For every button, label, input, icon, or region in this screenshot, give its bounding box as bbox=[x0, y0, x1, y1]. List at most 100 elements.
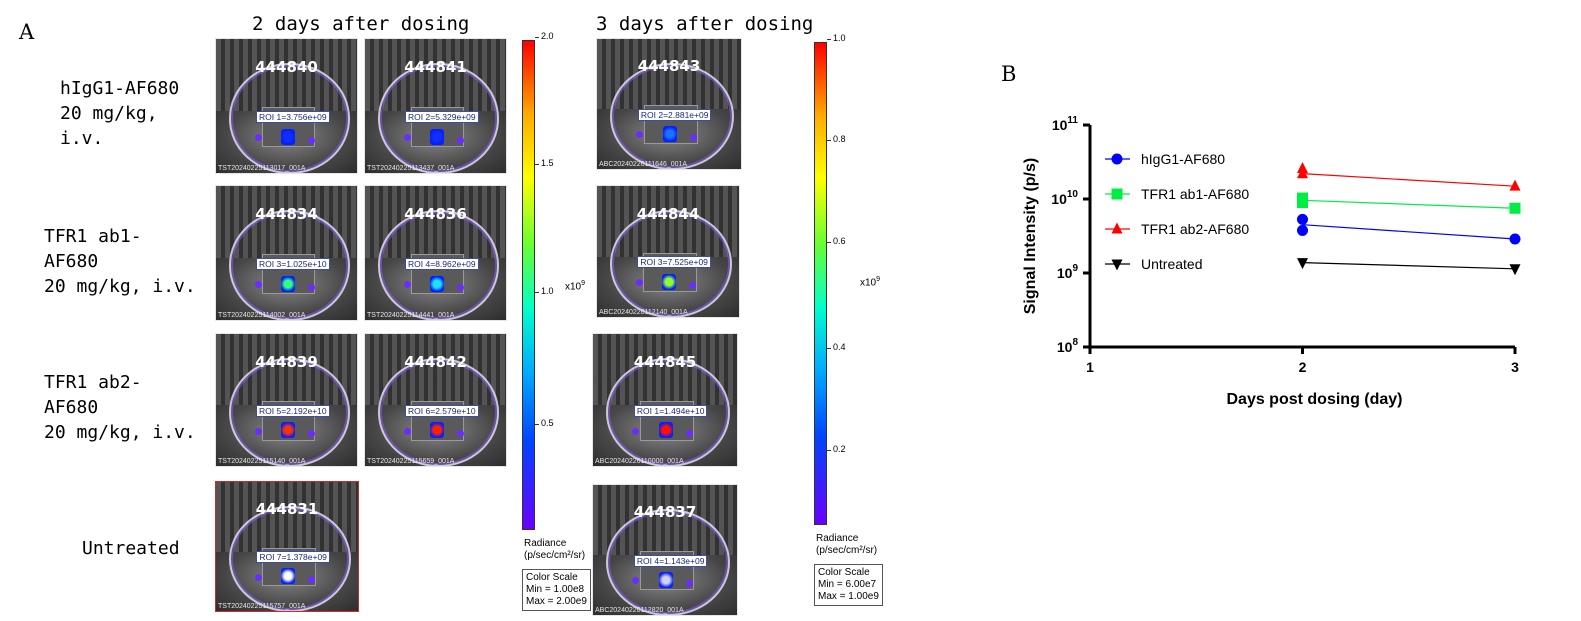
signal-spot bbox=[429, 128, 444, 145]
series-line bbox=[1302, 262, 1516, 270]
column-header-day3: 3 days after dosing bbox=[596, 13, 814, 35]
mouse-id: 444845 bbox=[633, 352, 697, 371]
scale-tick-mark bbox=[535, 37, 539, 38]
x-tick-label: 1 bbox=[1086, 359, 1094, 375]
column-header-day2: 2 days after dosing bbox=[252, 13, 470, 35]
legend-marker bbox=[1111, 259, 1123, 271]
legend-label: TFR1 ab2-AF680 bbox=[1141, 221, 1249, 237]
signal-spot bbox=[281, 568, 295, 585]
scale-tick-label: 0.2 bbox=[833, 443, 846, 454]
tile-caption: TST20240225113017_001A bbox=[218, 165, 306, 172]
roi-label: ROI 7=1.378e+09 bbox=[256, 551, 330, 564]
tile-caption: ABC20240226111646_001A bbox=[599, 161, 688, 168]
imaging-tile: 444837 ROI 4=1.143e+09 ABC20240226112820_0… bbox=[592, 484, 738, 616]
mouse-id: 444837 bbox=[633, 503, 697, 522]
mouse-id: 444839 bbox=[255, 352, 318, 371]
mouse-id: 444842 bbox=[404, 352, 467, 371]
roi-label: ROI 6=2.579e+10 bbox=[405, 405, 479, 418]
y-tick-label: 1010 bbox=[1051, 189, 1078, 207]
legend-label: hIgG1-AF680 bbox=[1141, 151, 1225, 167]
radiance-label-day3: Radiance (p/sec/cm²/sr) bbox=[816, 533, 878, 556]
row-label-higg1: hIgG1-AF680 20 mg/kg, i.v. bbox=[60, 78, 180, 149]
mouse-id: 444831 bbox=[255, 500, 319, 519]
color-bar-day2 bbox=[522, 40, 535, 530]
signal-spot bbox=[429, 422, 444, 439]
tile-caption: TST20240225115140_001A bbox=[218, 458, 306, 465]
tile-caption: TST20240225115757_001A bbox=[218, 603, 306, 610]
scale-tick-label: 2.0 bbox=[541, 31, 554, 41]
imaging-tile: 444843 ROI 2=2.881e+09 ABC20240226111646_0… bbox=[596, 38, 742, 170]
roi-label: ROI 4=8.962e+09 bbox=[405, 258, 479, 271]
signal-spot bbox=[429, 275, 444, 292]
series-higg1-af680 bbox=[1297, 213, 1521, 245]
y-tick-label: 108 bbox=[1057, 337, 1079, 355]
scale-tick-label: 0.6 bbox=[833, 235, 846, 246]
radiance-label-day2: Radiance (p/sec/cm²/sr) bbox=[524, 538, 586, 561]
color-scale-box-day2: Color Scale Min = 1.00e8 Max = 2.00e9 bbox=[522, 569, 591, 611]
signal-spot bbox=[659, 572, 673, 589]
mouse-id: 444840 bbox=[255, 58, 318, 77]
scale-tick-mark bbox=[535, 164, 539, 166]
roi-label: ROI 4=1.143e+09 bbox=[633, 554, 708, 567]
multiplier-day2: x109 bbox=[565, 280, 586, 293]
scale-tick-mark bbox=[827, 140, 831, 142]
imaging-tile: 444844 ROI 3=7.525e+09 ABC20240226112140_0… bbox=[596, 185, 740, 318]
signal-spot bbox=[659, 422, 673, 439]
y-axis-label: Signal Intensity (p/s) bbox=[1022, 158, 1039, 314]
panel-a-letter: A bbox=[19, 20, 35, 44]
x-tick-label: 2 bbox=[1299, 359, 1307, 375]
legend-marker bbox=[1111, 188, 1123, 200]
signal-intensity-chart: B 1 2 3 108 109 1010 1011 Days post dosing (day… bbox=[1001, 62, 1521, 408]
signal-spot bbox=[662, 273, 676, 290]
data-point bbox=[1297, 167, 1308, 179]
roi-label: ROI 1=1.494e+10 bbox=[633, 405, 708, 418]
mouse-id: 444841 bbox=[404, 58, 467, 77]
signal-spot bbox=[280, 275, 295, 292]
legend-entry: hIgG1-AF680 bbox=[1105, 151, 1225, 167]
row-label-tfr1-ab2: TFR1 ab2- AF680 20 mg/kg, i.v. bbox=[44, 372, 196, 443]
roi-label: ROI 1=3.756e+09 bbox=[256, 111, 330, 124]
imaging-tile: 444842 ROI 6=2.579e+10 TST20240225115659_0… bbox=[364, 333, 507, 467]
scale-tick-mark bbox=[535, 424, 539, 426]
multiplier-day3: x109 bbox=[860, 276, 881, 289]
data-point bbox=[1297, 213, 1308, 225]
series-line bbox=[1302, 199, 1516, 209]
scale-tick-mark bbox=[827, 449, 831, 451]
data-point bbox=[1297, 224, 1308, 236]
mouse-id: 444843 bbox=[637, 57, 701, 76]
tile-caption: TST20240225114441_001A bbox=[367, 312, 455, 319]
legend-label: TFR1 ab1-AF680 bbox=[1141, 186, 1249, 202]
x-tick-label: 3 bbox=[1511, 359, 1519, 375]
legend-entry: TFR1 ab1-AF680 bbox=[1105, 186, 1249, 202]
data-point bbox=[1297, 258, 1308, 270]
series-tfr1-ab2-af680 bbox=[1297, 162, 1521, 191]
legend-entry: Untreated bbox=[1105, 256, 1202, 272]
imaging-tile: 444840 ROI 1=3.756e+09 TST20240225113017_0… bbox=[215, 38, 358, 174]
roi-label: ROI 5=2.192e+10 bbox=[256, 405, 330, 418]
legend-marker bbox=[1111, 153, 1123, 165]
scale-tick-label: 0.5 bbox=[541, 418, 554, 429]
tile-caption: ABC20240226112140_001A bbox=[599, 309, 688, 316]
x-axis-label: Days post dosing (day) bbox=[1226, 391, 1402, 408]
imaging-tile: 444839 ROI 5=2.192e+10 TST20240225115140_0… bbox=[215, 333, 358, 467]
tile-caption: TST20240225113437_001A bbox=[367, 165, 455, 172]
data-point bbox=[1509, 264, 1521, 276]
roi-label: ROI 3=1.025e+10 bbox=[256, 258, 330, 271]
panel-b-letter: B bbox=[1001, 62, 1016, 86]
imaging-tile: 444834 ROI 3=1.025e+10 TST20240225114002_0… bbox=[215, 185, 358, 321]
y-tick-label: 1011 bbox=[1052, 115, 1079, 133]
imaging-tile: 444831 ROI 7=1.378e+09 TST20240225115757_0… bbox=[215, 481, 359, 612]
imaging-tile: 444845 ROI 1=1.494e+10 ABC20240226110000_0… bbox=[592, 333, 738, 467]
scale-tick-label: 0.4 bbox=[833, 342, 846, 353]
legend-label: Untreated bbox=[1141, 256, 1202, 272]
roi-label: ROI 2=2.881e+09 bbox=[637, 108, 712, 121]
data-point bbox=[1509, 179, 1521, 191]
scale-tick-label: 1.0 bbox=[833, 33, 846, 43]
scale-tick-mark bbox=[827, 241, 831, 243]
series-line bbox=[1302, 173, 1516, 187]
tile-caption: TST20240225114002_001A bbox=[218, 312, 306, 319]
tile-caption: ABC20240226112820_001A bbox=[595, 607, 684, 614]
tile-caption: TST20240225115659_001A bbox=[367, 458, 455, 465]
color-scale-box-day3: Color Scale Min = 6.00e7 Max = 1.00e9 bbox=[814, 564, 883, 606]
roi-label: ROI 3=7.525e+09 bbox=[637, 256, 711, 269]
